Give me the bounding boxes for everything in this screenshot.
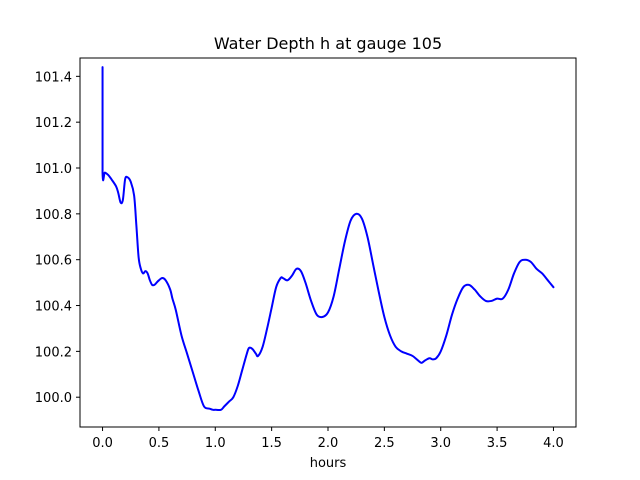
x-axis: 0.0 0.5 1.0 1.5 2.0 2.5 3.0 3.5 4.0 (92, 427, 564, 451)
chart-title: Water Depth h at gauge 105 (214, 34, 442, 53)
x-tick-label: 1.0 (205, 436, 226, 451)
y-tick-label: 100.8 (35, 208, 72, 223)
y-tick-label: 100.6 (35, 254, 72, 269)
x-tick-label: 4.0 (543, 436, 564, 451)
x-tick-label: 3.0 (430, 436, 451, 451)
x-tick-label: 3.5 (487, 436, 508, 451)
x-tick-label: 2.5 (374, 436, 395, 451)
x-axis-label: hours (310, 456, 347, 471)
y-tick-label: 101.0 (35, 162, 72, 177)
x-tick-label: 1.5 (261, 436, 282, 451)
y-axis: 100.0 100.2 100.4 100.6 100.8 101.0 101.2 101.4 (35, 70, 80, 406)
y-tick-label: 100.4 (35, 300, 72, 315)
y-tick-label: 100.0 (35, 391, 72, 406)
series-line (101, 66, 555, 412)
y-tick-label: 100.2 (35, 345, 72, 360)
x-tick-label: 0.5 (149, 436, 170, 451)
plot-frame (79, 57, 577, 428)
y-tick-label: 101.4 (35, 70, 72, 85)
x-tick-label: 0.0 (92, 436, 113, 451)
y-tick-label: 101.2 (35, 116, 72, 131)
x-tick-label: 2.0 (318, 436, 339, 451)
